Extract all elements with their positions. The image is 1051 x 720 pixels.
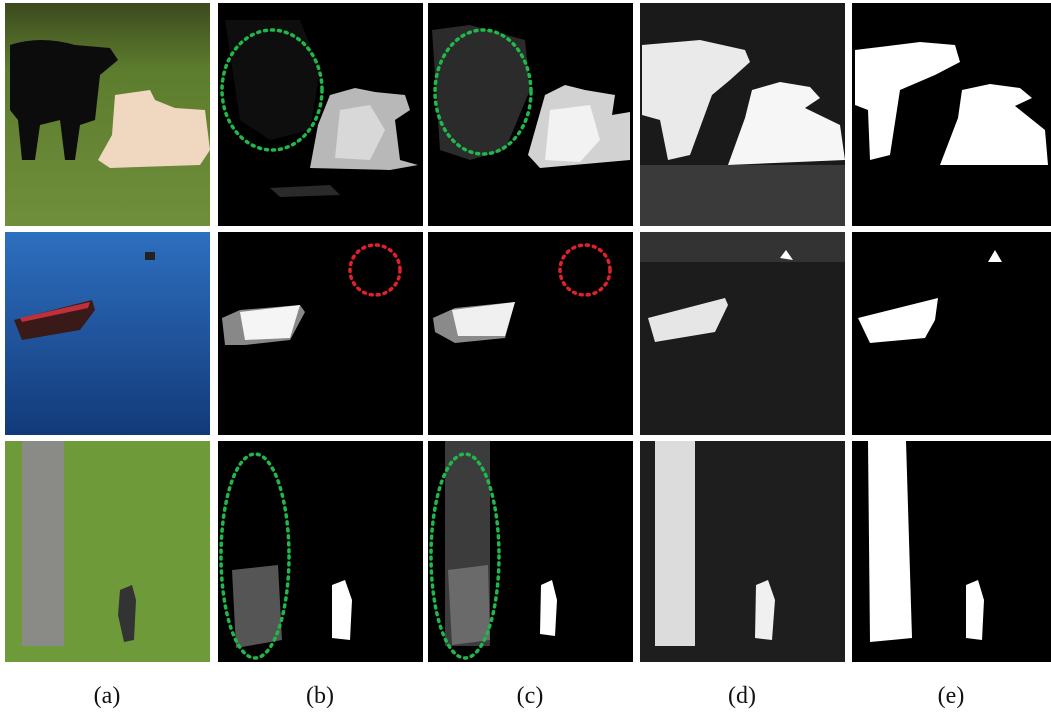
small-boat [145,252,155,260]
panel-label: (e) [938,683,965,709]
saliency [232,565,282,648]
row-squirrel [5,441,1051,662]
ground-truth [868,441,912,642]
region [640,165,845,226]
row-cows [5,3,1051,226]
panel-label: (c) [517,683,544,709]
tree-trunk [22,441,64,646]
figure: (a) (b) (c) (d) (e) [0,0,1051,720]
row-boat [5,232,1051,435]
panel-label: (a) [94,683,121,709]
page: (a)(b)(c)(d)(e) (() => { const data = JS… [0,0,1051,720]
saliency [655,441,695,646]
panel-label: (d) [728,683,756,709]
saliency [448,565,490,645]
region [640,232,845,262]
panel-label: (b) [306,683,334,709]
